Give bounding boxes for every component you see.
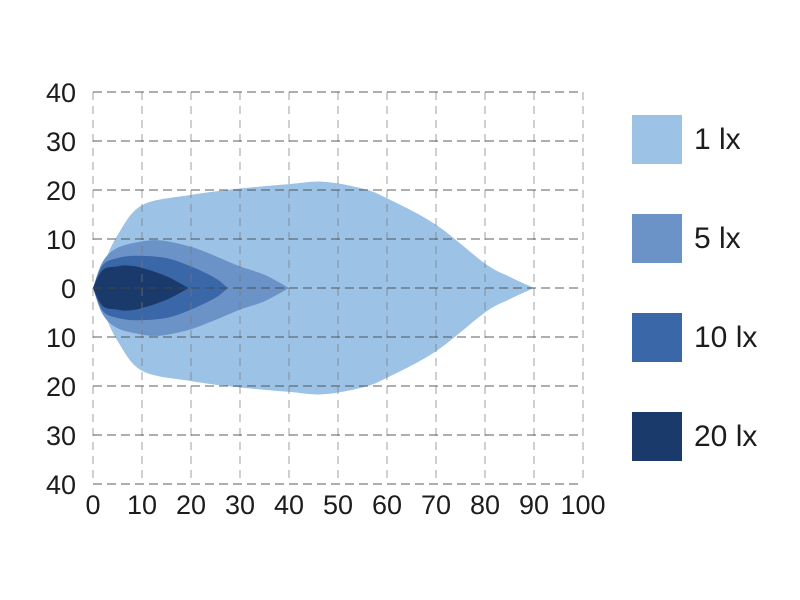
legend: 1 lx 5 lx 10 lx 20 lx xyxy=(632,115,757,461)
x-tick-label: 30 xyxy=(225,490,255,520)
legend-label: 1 lx xyxy=(694,122,741,156)
legend-item: 20 lx xyxy=(632,412,757,461)
x-tick-label: 0 xyxy=(85,490,100,520)
y-tick-label: 10 xyxy=(46,323,76,353)
x-tick-label: 60 xyxy=(372,490,402,520)
legend-swatch xyxy=(632,115,682,164)
x-tick-label: 40 xyxy=(274,490,304,520)
contour-1-lx xyxy=(93,181,534,395)
contour-group xyxy=(93,181,534,395)
y-tick-label: 30 xyxy=(46,127,76,157)
legend-swatch xyxy=(632,313,682,362)
legend-swatch xyxy=(632,412,682,461)
legend-label: 5 lx xyxy=(694,221,741,255)
x-tick-label: 100 xyxy=(560,490,605,520)
y-axis-tick-labels: 40 30 20 10 0 10 20 30 40 xyxy=(46,78,76,500)
legend-label: 20 lx xyxy=(694,419,758,453)
legend-label: 10 lx xyxy=(694,320,758,354)
x-tick-label: 20 xyxy=(176,490,206,520)
y-tick-label: 0 xyxy=(61,274,76,304)
legend-item: 5 lx xyxy=(632,214,757,263)
x-tick-label: 10 xyxy=(127,490,157,520)
y-tick-label: 30 xyxy=(46,421,76,451)
y-tick-label: 10 xyxy=(46,225,76,255)
grid-lines xyxy=(92,91,584,485)
x-tick-label: 90 xyxy=(519,490,549,520)
legend-item: 10 lx xyxy=(632,313,757,362)
y-tick-label: 20 xyxy=(46,372,76,402)
x-tick-label: 80 xyxy=(470,490,500,520)
y-tick-label: 20 xyxy=(46,176,76,206)
x-axis-tick-labels: 0 10 20 30 40 50 60 70 80 90 100 xyxy=(85,490,605,520)
x-tick-label: 50 xyxy=(323,490,353,520)
legend-swatch xyxy=(632,214,682,263)
y-tick-label: 40 xyxy=(46,470,76,500)
y-tick-label: 40 xyxy=(46,78,76,108)
x-tick-label: 70 xyxy=(421,490,451,520)
legend-item: 1 lx xyxy=(632,115,757,164)
